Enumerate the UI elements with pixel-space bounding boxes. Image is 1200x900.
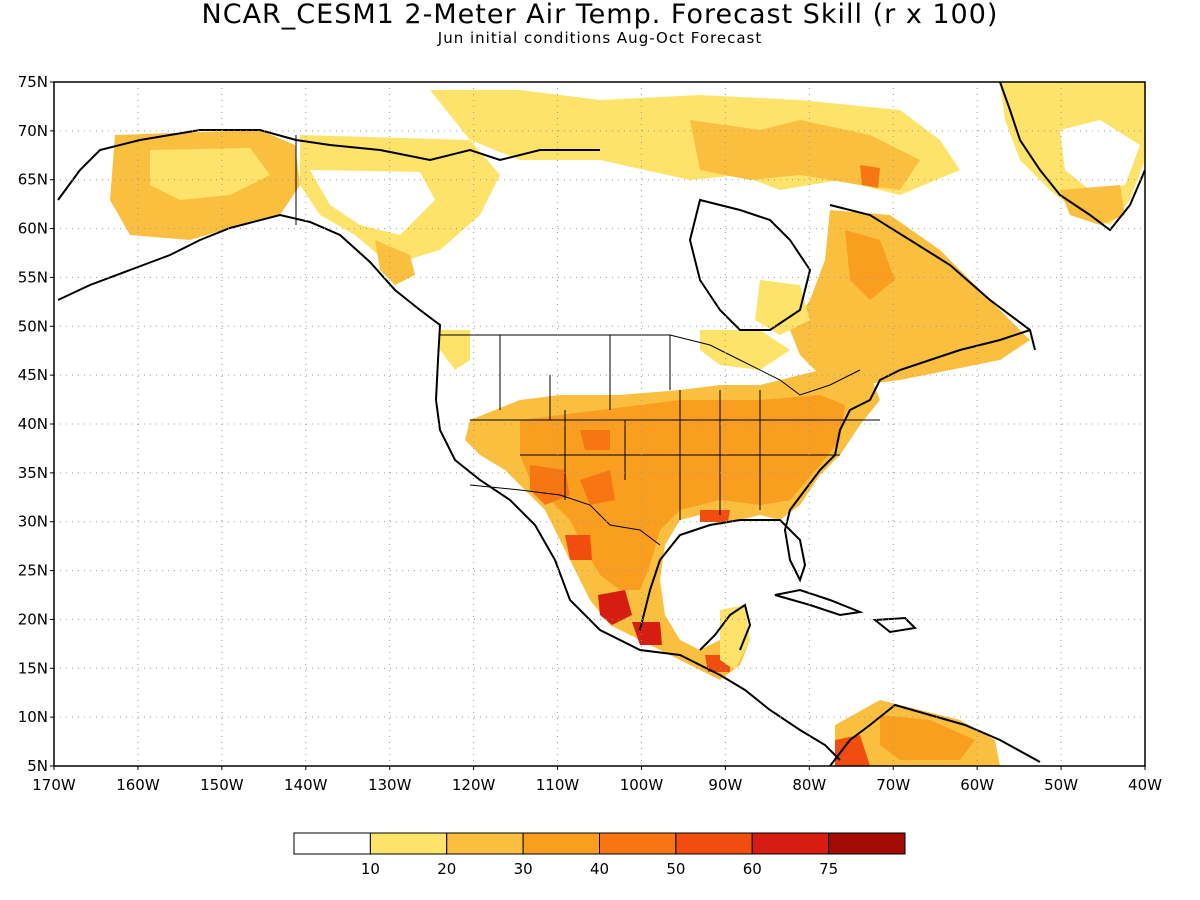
legend-swatch [828,832,906,855]
shade-greenland-white [1060,120,1140,190]
shade-mexico-red2 [632,622,662,645]
lon-label: 60W [960,776,994,794]
lon-label: 90W [708,776,742,794]
shade-pnw [440,330,470,370]
lat-label: 15N [18,659,48,677]
lat-label: 30N [18,513,48,531]
lon-label: 120W [452,776,496,794]
shade-bc-coast [375,240,415,285]
lon-label: 130W [368,776,412,794]
legend-label: 20 [437,860,456,878]
lon-label: 140W [284,776,328,794]
longitude-labels: 170W 160W 150W 140W 130W 120W 110W 100W 90W 80W 70… [32,776,1162,794]
legend-label: 50 [666,860,685,878]
lon-label: 170W [32,776,76,794]
shade-sa-red [835,735,870,766]
legend-swatch [675,832,753,855]
coast-labrador [829,204,1036,351]
lon-label: 50W [1044,776,1078,794]
legend-label: 10 [361,860,380,878]
legend-swatch [293,832,371,855]
shade-mexico-west-red [565,535,592,560]
legend-label: 75 [819,860,838,878]
coast-yucatan [699,603,752,651]
lat-label: 10N [18,708,48,726]
legend-swatch [599,832,677,855]
coast-hispaniola [872,616,918,634]
lat-label: 45N [18,366,48,384]
lon-label: 40W [1128,776,1162,794]
border-state-grid [470,335,880,520]
shade-yukon-white [310,170,435,235]
lat-label: 25N [18,562,48,580]
lon-label: 100W [620,776,664,794]
shade-kansas [580,430,610,450]
lon-label: 160W [116,776,160,794]
lat-label: 50N [18,317,48,335]
lon-label: 150W [200,776,244,794]
lat-label: 60N [18,220,48,238]
shade-central-america [720,605,750,670]
shade-quebec-light [755,280,810,335]
legend-swatch [446,832,524,855]
legend-swatch [369,832,448,855]
latitude-labels: 75N 70N 65N 60N 55N 50N 45N 40N 35N 30N 25N 20N 15N 1… [18,73,48,775]
legend-swatch [751,832,830,855]
shade-alaska-inner [150,148,270,200]
lat-label: 70N [18,122,48,140]
coast-alaska-north [57,129,600,201]
axis-ticks [50,81,1146,770]
chart-subtitle: Jun initial conditions Aug-Oct Forecast [437,29,763,47]
border-us-canada [440,334,861,396]
legend-swatch [522,832,600,855]
shade-sa-dark [880,715,975,760]
lon-label: 80W [792,776,826,794]
coast-cuba [774,588,864,617]
shade-mexico-red1 [598,590,632,625]
lon-label: 110W [536,776,580,794]
legend-label: 60 [743,860,762,878]
grid-lines [54,82,1145,766]
lat-label: 5N [27,757,48,775]
shade-quebec-dark [845,230,895,300]
lat-label: 65N [18,171,48,189]
legend-label: 40 [590,860,609,878]
borders [295,135,880,546]
coastlines [57,82,1145,766]
shade-arctic-red [860,165,880,188]
shade-texas-red [580,470,615,505]
shade-gulf-coast-red [700,510,730,522]
border-us-mexico [469,484,661,546]
lon-label: 70W [876,776,910,794]
shade-greenland-orange [1060,185,1125,225]
shade-se-us [720,425,830,505]
skill-shading [110,82,1145,766]
colorbar-legend: 10 20 30 40 50 60 75 [293,832,906,878]
coast-greenland [999,82,1145,232]
chart-title: NCAR_CESM1 2-Meter Air Temp. Forecast Sk… [201,0,999,30]
legend-label: 30 [514,860,533,878]
lat-label: 75N [18,73,48,91]
coast-south-america [829,703,1041,766]
coast-gulf [639,329,1031,631]
coast-hudson [688,198,812,331]
shade-hudson-south [700,330,790,370]
lat-label: 20N [18,610,48,628]
lat-label: 35N [18,464,48,482]
coast-north-america [57,213,841,761]
lat-label: 40N [18,415,48,433]
lat-label: 55N [18,268,48,286]
